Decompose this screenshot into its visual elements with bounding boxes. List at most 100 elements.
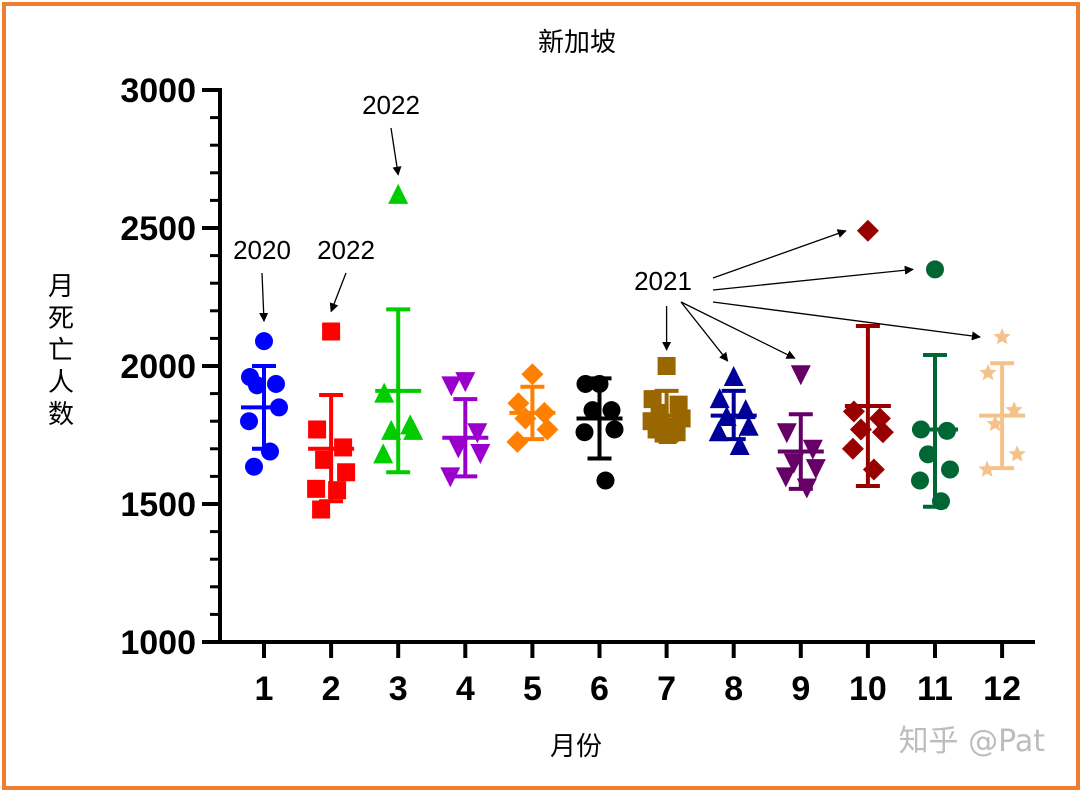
annotation-arrow [390, 127, 402, 176]
data-point [590, 374, 609, 393]
x-tick-label: 6 [590, 670, 609, 708]
y-tick-label: 2500 [120, 210, 196, 248]
data-point [993, 328, 1011, 345]
data-point [533, 401, 556, 424]
data-point [374, 382, 395, 403]
data-point [467, 423, 488, 444]
data-point [448, 438, 469, 459]
annotation-label: 2022 [362, 90, 420, 120]
x-tick-label: 5 [523, 670, 542, 708]
data-point [1008, 445, 1026, 462]
x-tick-label: 3 [389, 670, 408, 708]
data-point [783, 453, 804, 474]
annotation-label: 2022 [317, 235, 375, 265]
annotation-arrow [712, 301, 982, 341]
data-point [575, 423, 594, 442]
error-bars [241, 307, 1026, 509]
data-point [776, 423, 797, 444]
data-point [716, 406, 737, 427]
x-tick-label: 9 [791, 670, 810, 708]
data-point [576, 374, 595, 393]
annotation-arrow [329, 272, 347, 313]
data-point [307, 479, 326, 498]
data-point [514, 407, 537, 430]
x-tick-label: 1 [255, 670, 274, 708]
y-tick-label: 1000 [120, 624, 196, 662]
x-axis-title: 月份 [550, 732, 602, 762]
data-point [308, 420, 327, 439]
data-point [373, 443, 394, 464]
data-point [856, 219, 879, 242]
annotation-arrow [259, 272, 269, 323]
y-axis-title: 月死亡人数 [48, 272, 74, 430]
data-point [441, 376, 462, 397]
annotation-arrow [712, 229, 847, 279]
data-point [932, 492, 950, 511]
data-point [841, 437, 864, 460]
data-point [669, 395, 688, 414]
data-point [796, 478, 817, 499]
data-point [723, 366, 744, 387]
data-point [245, 457, 263, 476]
data-points [240, 183, 1026, 519]
data-point [328, 481, 347, 500]
x-tick-label: 11 [917, 670, 953, 708]
data-point [337, 463, 356, 482]
data-point [842, 400, 865, 423]
data-point [248, 376, 266, 395]
data-point [735, 399, 756, 420]
data-point [938, 421, 956, 440]
watermark: 知乎 @Pat [899, 724, 1046, 759]
data-point [403, 419, 424, 440]
data-point [602, 401, 621, 420]
data-point [941, 460, 959, 479]
annotation-arrow [680, 301, 796, 359]
data-point [919, 445, 937, 464]
data-point [507, 392, 530, 415]
data-point [709, 388, 730, 409]
data-point [596, 471, 615, 490]
y-tick-label: 1500 [120, 486, 196, 524]
chart-title: 新加坡 [538, 28, 616, 58]
data-point [738, 415, 759, 436]
data-point [1005, 401, 1023, 418]
data-point [729, 435, 750, 456]
data-point [261, 442, 279, 461]
data-point [790, 365, 811, 386]
data-point [240, 412, 258, 431]
data-point [658, 426, 677, 444]
data-point [388, 183, 409, 204]
data-point [911, 471, 929, 490]
annotation-arrow [680, 301, 729, 362]
annotations: 2020 2022 2022 2021 [233, 90, 982, 362]
data-point [536, 418, 559, 441]
data-point [605, 420, 624, 439]
data-point [926, 260, 944, 279]
data-point [312, 500, 331, 519]
data-point [583, 401, 602, 420]
y-tick-label: 2000 [120, 348, 196, 386]
x-tick-label: 12 [983, 670, 1021, 708]
x-tick-label: 10 [849, 670, 887, 708]
data-point [521, 363, 544, 386]
y-tick-label: 3000 [120, 72, 196, 110]
data-point [871, 421, 894, 444]
data-point [322, 322, 341, 341]
data-point [657, 357, 676, 375]
data-point [912, 420, 930, 439]
data-point [802, 439, 823, 460]
data-point [805, 459, 826, 480]
data-point [470, 443, 491, 464]
data-point [334, 438, 353, 457]
x-tick-label: 2 [322, 670, 341, 708]
x-tick-label: 8 [724, 670, 743, 708]
data-point [506, 430, 529, 453]
data-point [708, 421, 729, 442]
x-tick-label: 7 [657, 670, 676, 708]
annotation-label: 2021 [634, 266, 692, 296]
x-tick-label: 4 [456, 670, 475, 708]
data-point [440, 467, 461, 488]
data-point [255, 332, 273, 351]
